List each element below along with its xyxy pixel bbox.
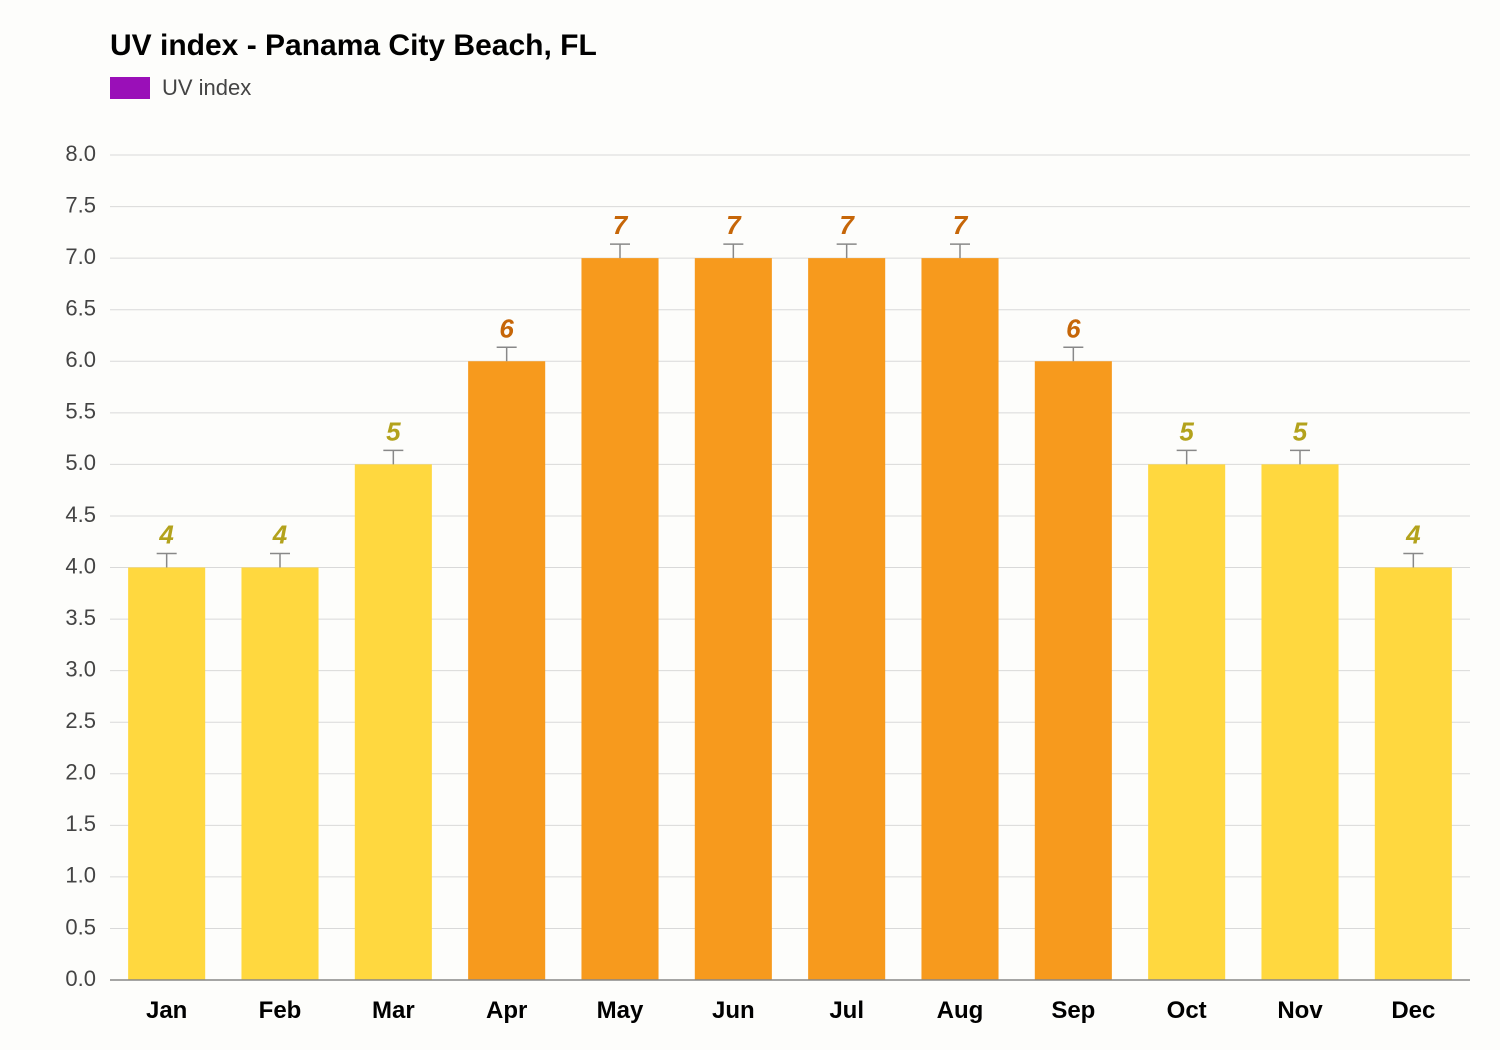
x-tick-label: Dec xyxy=(1391,997,1435,1024)
y-tick-label: 3.5 xyxy=(65,605,96,630)
y-tick-label: 7.0 xyxy=(65,244,96,269)
y-tick-label: 0.0 xyxy=(65,966,96,991)
bar-value-label: 7 xyxy=(613,210,629,240)
x-tick-label: Oct xyxy=(1167,997,1207,1024)
chart-svg: 0.0 0.5 1.0 1.5 2.0 2.5 3.0 3.5 4.0 4.5 5.0 5.5 6.0 6… xyxy=(0,0,1500,1050)
x-tick-label: Aug xyxy=(937,997,984,1024)
bar xyxy=(808,258,885,980)
chart-title: UV index - Panama City Beach, FL xyxy=(110,29,597,62)
bar-value-label: 7 xyxy=(839,210,855,240)
x-tick-label: May xyxy=(597,997,644,1024)
y-tick-label: 4.0 xyxy=(65,553,96,578)
uv-index-chart: 0.0 0.5 1.0 1.5 2.0 2.5 3.0 3.5 4.0 4.5 5.0 5.5 6.0 6… xyxy=(0,0,1500,1050)
y-tick-label: 2.5 xyxy=(65,708,96,733)
x-tick-label: Jan xyxy=(146,997,187,1024)
y-tick-label: 8.0 xyxy=(65,141,96,166)
y-tick-label: 2.0 xyxy=(65,760,96,785)
bar xyxy=(468,361,545,980)
bar-value-label: 7 xyxy=(953,210,969,240)
bar-value-label: 5 xyxy=(386,416,401,446)
bar xyxy=(1035,361,1112,980)
bar xyxy=(241,568,318,981)
y-tick-label: 7.5 xyxy=(65,192,96,217)
x-tick-label: Sep xyxy=(1051,997,1095,1024)
x-tick-label: Jun xyxy=(712,997,755,1024)
y-tick-label: 1.0 xyxy=(65,863,96,888)
bar-value-label: 5 xyxy=(1179,416,1194,446)
bar xyxy=(1261,464,1338,980)
y-tick-label: 0.5 xyxy=(65,914,96,939)
bar xyxy=(921,258,998,980)
y-tick-label: 6.5 xyxy=(65,296,96,321)
legend-label: UV index xyxy=(162,75,251,100)
bar-value-label: 4 xyxy=(158,520,174,550)
x-tick-label: Nov xyxy=(1277,997,1323,1024)
y-tick-label: 5.5 xyxy=(65,399,96,424)
bar xyxy=(355,464,432,980)
bar-value-label: 6 xyxy=(1066,313,1081,343)
bar-value-label: 5 xyxy=(1293,416,1308,446)
bar xyxy=(1375,568,1452,981)
x-tick-label: Jul xyxy=(829,997,864,1024)
bar-value-label: 4 xyxy=(272,520,288,550)
bar xyxy=(695,258,772,980)
bar xyxy=(128,568,205,981)
bar-value-label: 4 xyxy=(1405,520,1421,550)
x-tick-label: Feb xyxy=(259,997,302,1024)
bar-value-label: 6 xyxy=(499,313,514,343)
x-tick-label: Apr xyxy=(486,997,527,1024)
y-tick-label: 4.5 xyxy=(65,502,96,527)
bar xyxy=(1148,464,1225,980)
y-tick-label: 5.0 xyxy=(65,450,96,475)
x-tick-label: Mar xyxy=(372,997,415,1024)
bar xyxy=(581,258,658,980)
y-tick-label: 6.0 xyxy=(65,347,96,372)
legend-swatch xyxy=(110,77,150,99)
y-tick-label: 1.5 xyxy=(65,811,96,836)
y-tick-label: 3.0 xyxy=(65,656,96,681)
bar-value-label: 7 xyxy=(726,210,742,240)
